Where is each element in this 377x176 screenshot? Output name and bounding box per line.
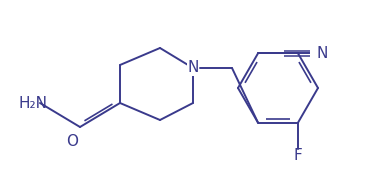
Text: F: F bbox=[294, 148, 302, 163]
Text: N: N bbox=[316, 46, 327, 61]
Text: H₂N: H₂N bbox=[18, 96, 47, 111]
Text: N: N bbox=[187, 61, 199, 76]
Text: O: O bbox=[66, 134, 78, 149]
